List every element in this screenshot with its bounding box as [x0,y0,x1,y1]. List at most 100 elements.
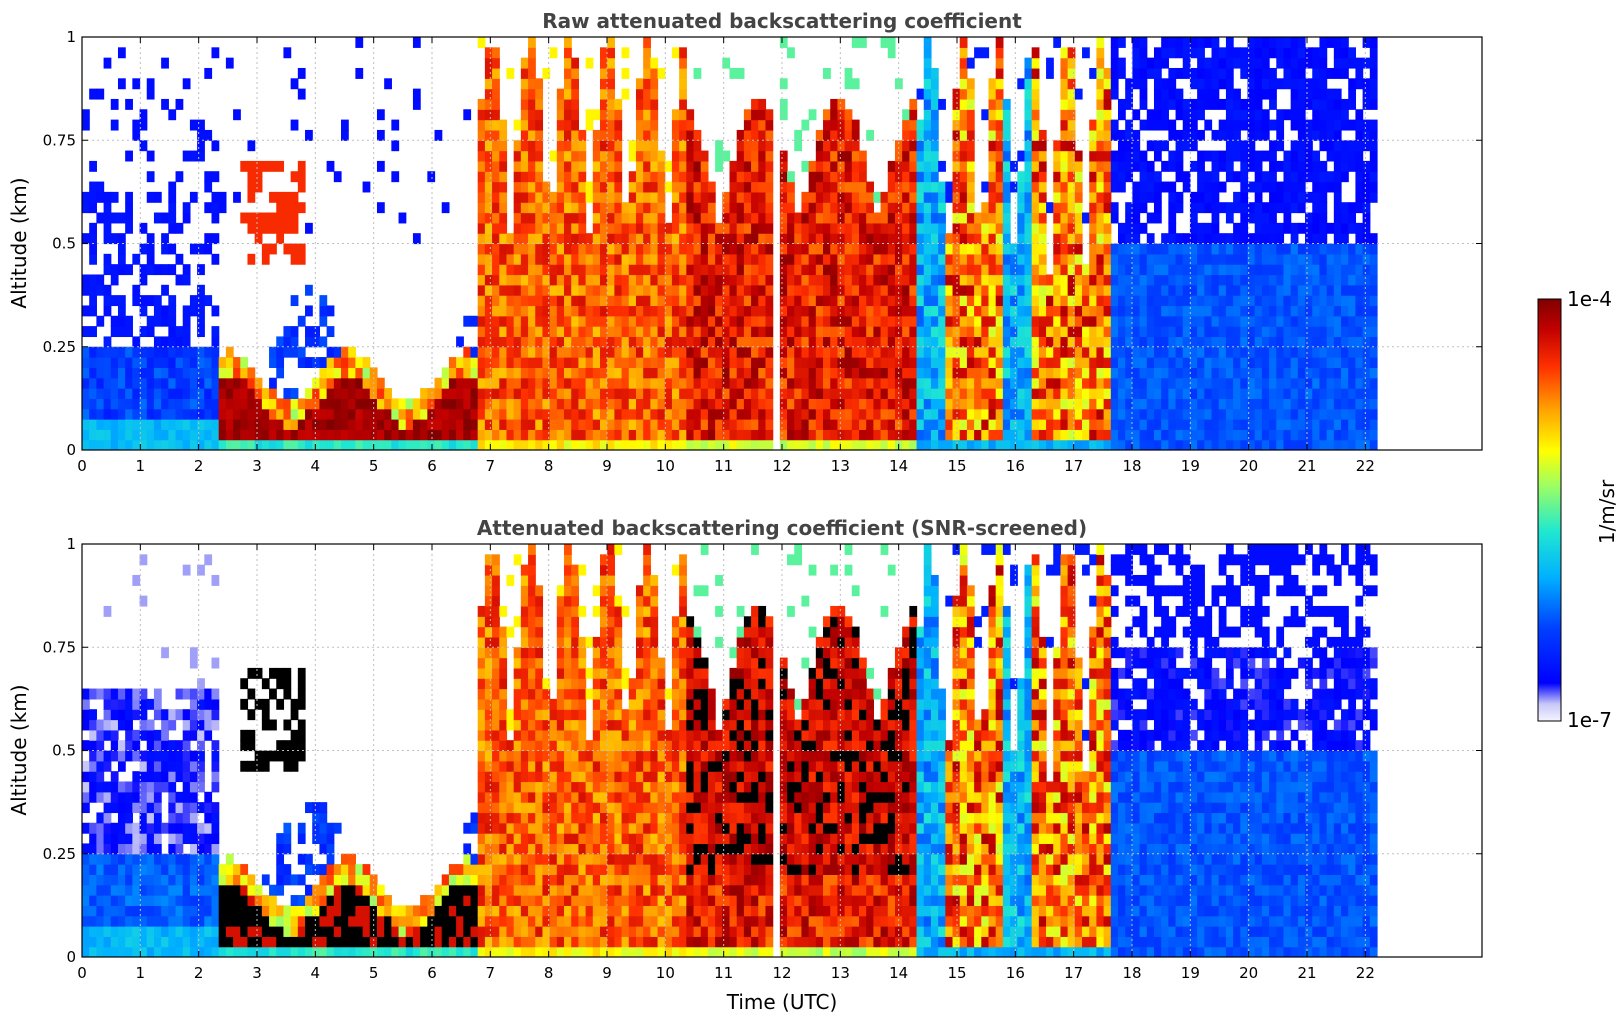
heatmap-cell [1103,88,1112,100]
heatmap-cell [125,367,133,379]
heatmap-cell [635,98,644,110]
heatmap-cell [1146,388,1155,399]
heatmap-cell [492,57,500,69]
heatmap-cell [1060,150,1069,162]
heatmap-cell [592,181,601,193]
heatmap-cell [484,202,493,214]
heatmap-cell [1305,419,1313,430]
heatmap-cell [520,150,529,162]
heatmap-cell [1103,336,1112,348]
x-tick-label: 21 [1297,457,1316,475]
heatmap-cell [930,119,939,131]
heatmap-cell [1297,222,1306,234]
heatmap-cell [477,109,486,121]
heatmap-cell [966,315,975,327]
heatmap-cell [484,67,493,79]
heatmap-cell [671,119,680,131]
heatmap-cell [189,346,198,358]
heatmap-cell [139,119,148,131]
heatmap-cell [204,233,213,245]
heatmap-cell [650,202,659,214]
heatmap-cell [1031,181,1040,193]
heatmap-cell [1153,264,1162,276]
heatmap-cell [743,181,752,193]
heatmap-cell [614,274,623,286]
heatmap-cell [341,377,349,389]
heatmap-cell [851,160,860,172]
heatmap-cell [297,171,306,183]
heatmap-cell [945,326,954,338]
heatmap-cell [585,109,594,121]
heatmap-cell [600,367,608,379]
heatmap-cell [513,222,522,234]
heatmap-cell [405,398,414,410]
heatmap-cell [679,212,687,224]
heatmap-cell [520,305,529,317]
heatmap-cell [1132,264,1141,276]
heatmap-cell [1305,98,1313,110]
heatmap-cell [635,253,644,265]
heatmap-cell [1139,388,1148,399]
heatmap-cell [930,398,939,410]
heatmap-cell [981,222,990,234]
heatmap-cell [1038,439,1047,450]
heatmap-cell [628,140,637,152]
heatmap-cell [758,408,767,420]
heatmap-cell [1038,160,1047,172]
heatmap-cell [1031,191,1040,203]
heatmap-cell [362,388,371,399]
heatmap-cell [866,212,874,224]
heatmap-cell [571,160,580,172]
heatmap-cell [650,78,659,90]
heatmap-cell [542,295,551,307]
heatmap-cell [736,264,745,276]
heatmap-cell [1038,408,1047,420]
heatmap-cell [945,253,954,265]
heatmap-cell [492,326,500,338]
heatmap-cell [851,357,860,368]
heatmap-cell [1269,346,1277,358]
heatmap-cell [916,326,925,338]
heatmap-cell [1010,305,1018,317]
heatmap-cell [614,408,623,420]
heatmap-cell [679,253,687,265]
heatmap-cell [578,315,587,327]
heatmap-cell [1290,346,1299,358]
heatmap-cell [1312,398,1321,410]
heatmap-cell [751,181,759,193]
heatmap-cell [794,398,803,410]
heatmap-cell [1110,346,1119,358]
heatmap-cell [1189,264,1198,276]
heatmap-cell [1082,377,1090,389]
heatmap-cell [1132,67,1141,79]
heatmap-cell [736,419,745,430]
heatmap-cell [722,346,731,358]
heatmap-cell [564,367,572,379]
heatmap-cell [1369,243,1378,255]
heatmap-cell [1218,326,1227,338]
heatmap-cell [866,295,874,307]
heatmap-cell [247,429,256,441]
heatmap-cell [1161,140,1169,152]
heatmap-cell [333,346,342,358]
heatmap-cell [427,171,436,183]
heatmap-cell [1189,429,1198,441]
heatmap-cell [751,284,759,296]
heatmap-cell [1211,408,1220,420]
heatmap-cell [161,408,169,420]
heatmap-cell [1261,326,1270,338]
heatmap-cell [736,315,745,327]
heatmap-cell [909,357,918,368]
heatmap-cell [1132,439,1141,450]
heatmap-cell [492,88,500,100]
heatmap-cell [808,233,817,245]
heatmap-cell [794,264,803,276]
heatmap-cell [1225,140,1234,152]
heatmap-cell [715,419,723,430]
heatmap-cell [1233,253,1241,265]
heatmap-cell [1233,305,1241,317]
heatmap-cell [794,336,803,348]
heatmap-cell [89,202,97,214]
heatmap-cell [686,408,695,420]
heatmap-cell [743,439,752,450]
